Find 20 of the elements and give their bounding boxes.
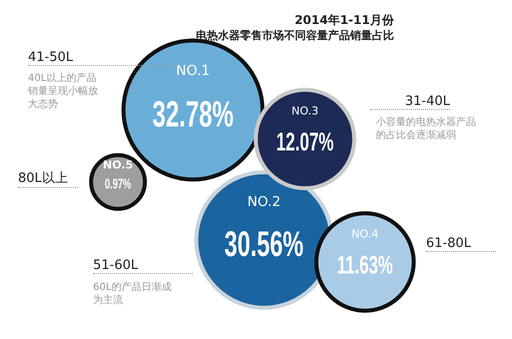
category-label: 61-80L bbox=[426, 236, 496, 252]
data-label: 0.97% bbox=[104, 175, 132, 192]
data-label: 30.56% bbox=[224, 225, 304, 264]
data-label: 32.78% bbox=[152, 93, 234, 135]
category-label: 41-50L bbox=[28, 50, 74, 65]
category-label: 31-40L bbox=[370, 94, 450, 110]
text: NO.5 bbox=[102, 158, 134, 172]
text: 40L以上的产品销量呈现小幅放大态势 bbox=[28, 72, 98, 111]
text: 小容量的电热水器产品的占比会逐渐减弱 bbox=[376, 116, 476, 142]
text: 电热水器零售市场不同容量产品销量占比 bbox=[196, 28, 394, 43]
category-label: 80L以上 bbox=[18, 169, 78, 188]
text: NO.1 bbox=[176, 63, 210, 80]
text: NO.3 bbox=[292, 104, 318, 118]
category-label: 51-60L bbox=[93, 258, 193, 274]
data-label: 11.63% bbox=[337, 250, 393, 280]
text: NO.2 bbox=[247, 194, 281, 210]
data-label: 12.07% bbox=[276, 126, 334, 157]
text: NO.4 bbox=[352, 228, 378, 241]
text: 2014年1-11月份 bbox=[294, 12, 394, 29]
text: 60L的产品日渐成为主流 bbox=[93, 281, 172, 307]
